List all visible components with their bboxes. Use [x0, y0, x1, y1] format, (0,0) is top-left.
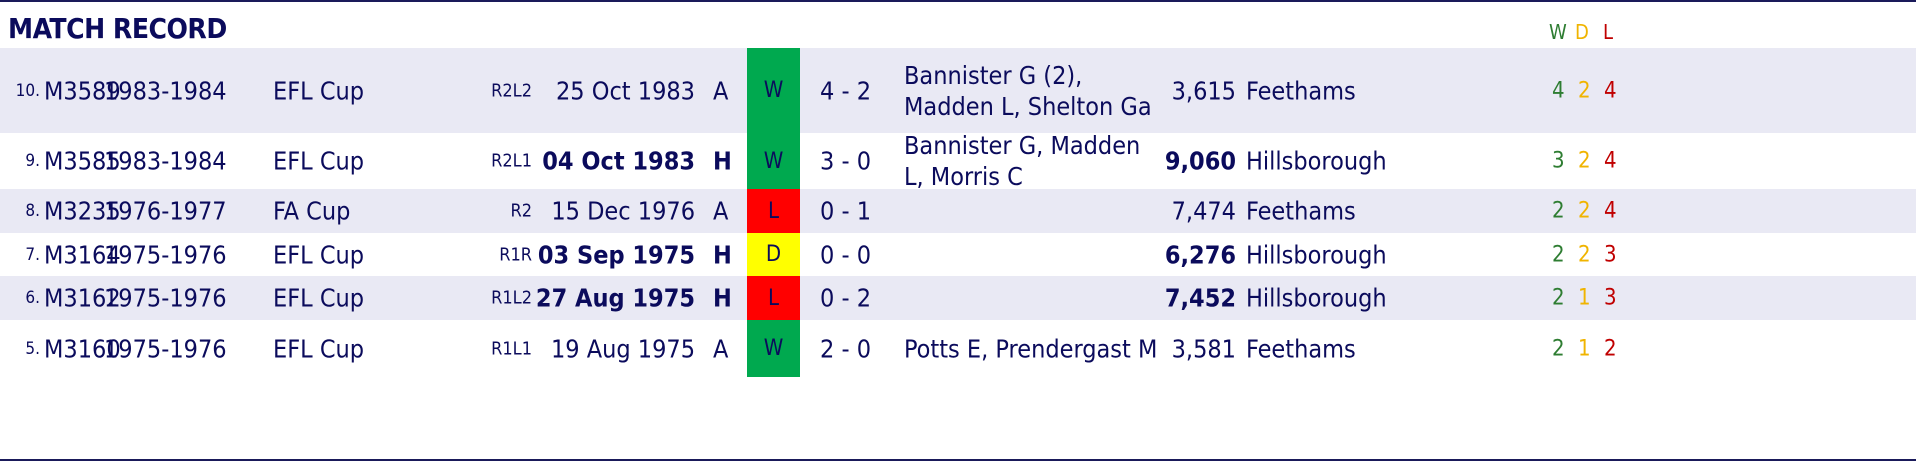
- match-date: 19 Aug 1975: [550, 334, 695, 363]
- wins-count: 3: [1552, 148, 1565, 174]
- draws-count: 2: [1578, 242, 1591, 267]
- match-number: 9.: [25, 151, 40, 171]
- losses-count: 4: [1604, 148, 1617, 174]
- scorers: Bannister G, Madden L, Morris C: [904, 131, 1141, 191]
- venue: Feethams: [1246, 76, 1356, 105]
- venue: Hillsborough: [1246, 283, 1387, 313]
- season: 1983-1984: [104, 146, 227, 176]
- result-badge: D: [747, 233, 800, 276]
- match-date: 25 Oct 1983: [555, 76, 695, 105]
- wins-count: 2: [1552, 242, 1565, 267]
- venue: Feethams: [1246, 334, 1356, 363]
- match-number: 10.: [15, 80, 40, 101]
- round: R2: [510, 200, 532, 222]
- score: 2 - 0: [820, 334, 872, 363]
- season: 1983-1984: [104, 76, 227, 105]
- draws-count: 2: [1578, 148, 1591, 174]
- match-row[interactable]: 7. M3164 1975-1976 EFL Cup R1R 03 Sep 1975 H D 0…: [0, 233, 1916, 276]
- wins-count: 4: [1552, 78, 1565, 103]
- result-badge: L: [747, 189, 800, 233]
- score: 0 - 0: [820, 240, 872, 269]
- home-away: A: [713, 196, 729, 226]
- season: 1976-1977: [104, 196, 227, 226]
- match-row[interactable]: 6. M3162 1975-1976 EFL Cup R1L2 27 Aug 1975 H L…: [0, 276, 1916, 320]
- home-away: H: [713, 240, 732, 269]
- score: 4 - 2: [820, 76, 872, 105]
- scorers: Potts E, Prendergast M: [904, 334, 1158, 363]
- result-badge: W: [747, 320, 800, 377]
- competition: FA Cup: [273, 196, 351, 226]
- draws-count: 2: [1578, 198, 1591, 224]
- match-code: M3160: [44, 334, 121, 363]
- season: 1975-1976: [104, 240, 227, 269]
- round: R2L1: [491, 150, 532, 172]
- season: 1975-1976: [104, 283, 227, 313]
- draws-count: 2: [1578, 78, 1591, 103]
- competition: EFL Cup: [273, 76, 365, 105]
- match-row[interactable]: 8. M3235 1976-1977 FA Cup R2 15 Dec 1976 A L 0 -…: [0, 189, 1916, 233]
- match-date: 15 Dec 1976: [551, 196, 695, 226]
- losses-count: 3: [1604, 242, 1617, 267]
- attendance: 7,452: [1164, 283, 1236, 313]
- match-code: M3162: [44, 283, 121, 313]
- scorers: Bannister G (2), Madden L, Shelton Ga: [904, 60, 1152, 121]
- home-away: A: [713, 76, 729, 105]
- round: R1L2: [491, 287, 532, 309]
- attendance: 7,474: [1171, 196, 1236, 226]
- losses-count: 2: [1604, 336, 1617, 361]
- match-number: 7.: [25, 244, 40, 265]
- losses-count: 3: [1604, 285, 1617, 311]
- match-date: 27 Aug 1975: [535, 283, 695, 313]
- match-row[interactable]: 9. M3585 1983-1984 EFL Cup R2L1 04 Oct 1983 H W…: [0, 131, 1916, 191]
- match-row[interactable]: 5. M3160 1975-1976 EFL Cup R1L1 19 Aug 1975 A W…: [0, 320, 1916, 377]
- attendance: 6,276: [1164, 240, 1236, 269]
- match-code: M3589: [44, 76, 121, 105]
- competition: EFL Cup: [273, 334, 365, 363]
- round: R1L1: [491, 338, 532, 359]
- competition: EFL Cup: [273, 283, 365, 313]
- match-date: 04 Oct 1983: [542, 146, 695, 176]
- match-code: M3585: [44, 146, 121, 176]
- wins-column-header: W: [1549, 20, 1567, 44]
- venue: Feethams: [1246, 196, 1356, 226]
- competition: EFL Cup: [273, 146, 365, 176]
- season: 1975-1976: [104, 334, 227, 363]
- losses-column-header: L: [1603, 20, 1614, 44]
- attendance: 9,060: [1164, 146, 1236, 176]
- score: 3 - 0: [820, 146, 872, 176]
- competition: EFL Cup: [273, 240, 365, 269]
- home-away: H: [713, 146, 732, 176]
- round: R2L2: [491, 80, 532, 101]
- match-date: 03 Sep 1975: [537, 240, 695, 269]
- losses-count: 4: [1604, 78, 1617, 103]
- result-badge: W: [747, 133, 800, 189]
- match-number: 8.: [25, 201, 40, 221]
- match-number: 5.: [25, 338, 40, 359]
- draws-column-header: D: [1575, 20, 1589, 44]
- venue: Hillsborough: [1246, 240, 1387, 269]
- home-away: A: [713, 334, 729, 363]
- draws-count: 1: [1578, 285, 1591, 311]
- result-badge: W: [747, 48, 800, 133]
- score: 0 - 2: [820, 283, 872, 313]
- wins-count: 2: [1552, 285, 1565, 311]
- attendance: 3,581: [1171, 334, 1236, 363]
- match-code: M3235: [44, 196, 121, 226]
- home-away: H: [713, 283, 732, 313]
- match-number: 6.: [25, 288, 40, 308]
- wins-count: 2: [1552, 198, 1565, 224]
- draws-count: 1: [1578, 336, 1591, 361]
- losses-count: 4: [1604, 198, 1617, 224]
- score: 0 - 1: [820, 196, 872, 226]
- result-badge: L: [747, 276, 800, 320]
- round: R1R: [499, 244, 532, 265]
- attendance: 3,615: [1171, 76, 1236, 105]
- match-code: M3164: [44, 240, 121, 269]
- page-title: MATCH RECORD: [8, 12, 227, 45]
- match-row[interactable]: 10. M3589 1983-1984 EFL Cup R2L2 25 Oct 1983 A…: [0, 48, 1916, 133]
- wins-count: 2: [1552, 336, 1565, 361]
- venue: Hillsborough: [1246, 146, 1387, 176]
